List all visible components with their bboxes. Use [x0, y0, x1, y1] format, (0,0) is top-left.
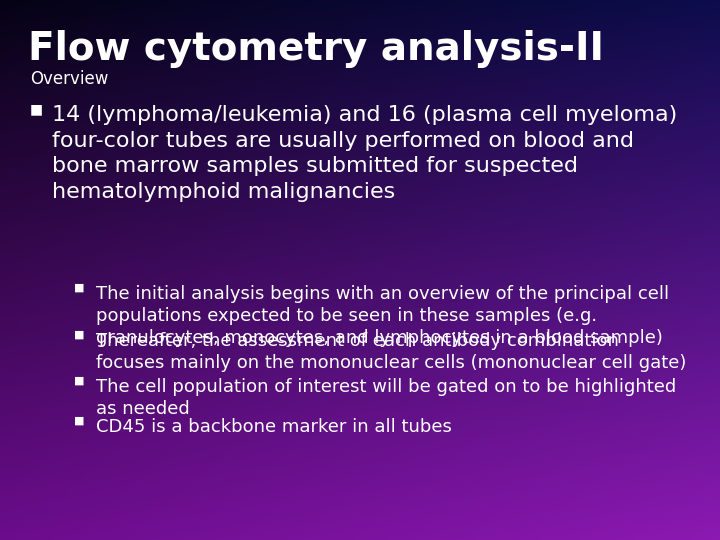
Text: ■: ■ — [74, 283, 84, 293]
Text: ■: ■ — [74, 376, 84, 386]
Text: Flow cytometry analysis-II: Flow cytometry analysis-II — [28, 30, 604, 68]
Text: The initial analysis begins with an overview of the principal cell
populations e: The initial analysis begins with an over… — [96, 285, 669, 347]
Text: Overview: Overview — [30, 70, 109, 88]
Text: 14 (lymphoma/leukemia) and 16 (plasma cell myeloma)
four-color tubes are usually: 14 (lymphoma/leukemia) and 16 (plasma ce… — [52, 105, 678, 202]
Text: Thereafter, the assessment of each antibody combination
focuses mainly on the mo: Thereafter, the assessment of each antib… — [96, 332, 686, 372]
Text: The cell population of interest will be gated on to be highlighted
as needed: The cell population of interest will be … — [96, 378, 676, 418]
Text: ■: ■ — [30, 102, 43, 116]
Text: ■: ■ — [74, 416, 84, 426]
Text: CD45 is a backbone marker in all tubes: CD45 is a backbone marker in all tubes — [96, 418, 452, 436]
Text: ■: ■ — [74, 330, 84, 340]
